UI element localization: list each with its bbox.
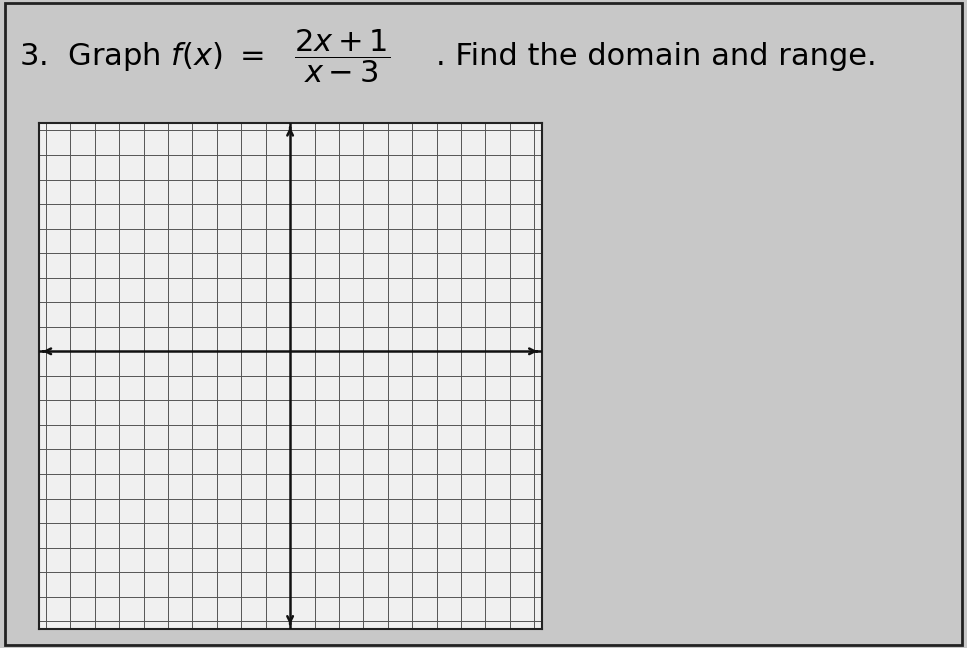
Text: 3.  Graph $f(x)\ =\ $: 3. Graph $f(x)\ =\ $	[19, 40, 264, 73]
Text: . Find the domain and range.: . Find the domain and range.	[436, 42, 877, 71]
Text: $\dfrac{2x+1}{x-3}$: $\dfrac{2x+1}{x-3}$	[294, 28, 391, 86]
